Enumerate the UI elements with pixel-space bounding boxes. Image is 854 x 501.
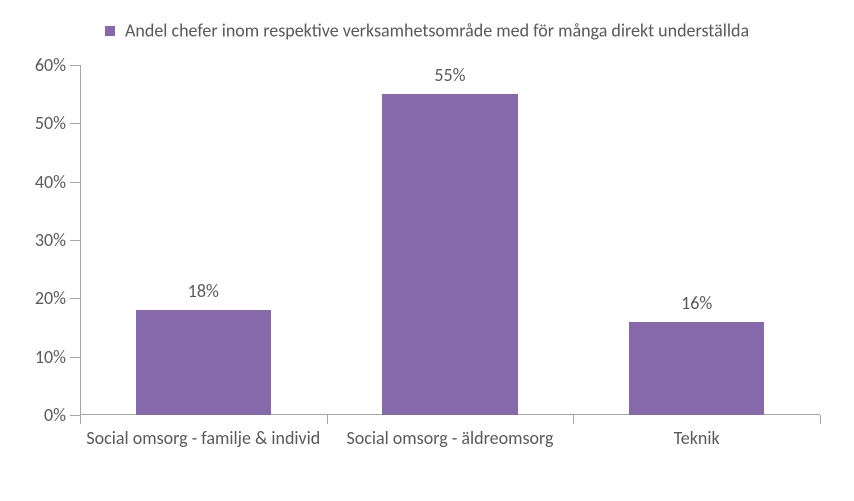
bar: 18% <box>136 310 272 415</box>
y-tick-label: 30% <box>35 229 80 251</box>
y-tick-label: 10% <box>35 346 80 368</box>
x-category-label: Social omsorg - familje & individ <box>80 427 327 450</box>
x-tick <box>327 415 328 424</box>
y-tick-label: 20% <box>35 287 80 309</box>
bar-value-label: 55% <box>434 64 465 86</box>
bar-value-label: 18% <box>188 280 219 302</box>
plot-area: 0%10%20%30%40%50%60%18%Social omsorg - f… <box>80 65 820 415</box>
y-tick-label: 60% <box>35 54 80 76</box>
y-axis <box>80 65 81 415</box>
y-tick-label: 40% <box>35 171 80 193</box>
legend-swatch <box>105 26 115 36</box>
y-tick-label: 0% <box>44 404 80 426</box>
x-tick <box>573 415 574 424</box>
bar: 16% <box>629 322 765 415</box>
legend: Andel chefer inom respektive verksamhets… <box>0 18 854 42</box>
x-category-label: Teknik <box>573 427 820 450</box>
y-tick-label: 50% <box>35 112 80 134</box>
legend-label: Andel chefer inom respektive verksamhets… <box>125 20 749 42</box>
bar-value-label: 16% <box>681 292 712 314</box>
x-tick <box>820 415 821 424</box>
bar: 55% <box>382 94 518 415</box>
x-category-label: Social omsorg - äldreomsorg <box>327 427 574 450</box>
x-tick <box>80 415 81 424</box>
bar-chart: Andel chefer inom respektive verksamhets… <box>0 0 854 501</box>
